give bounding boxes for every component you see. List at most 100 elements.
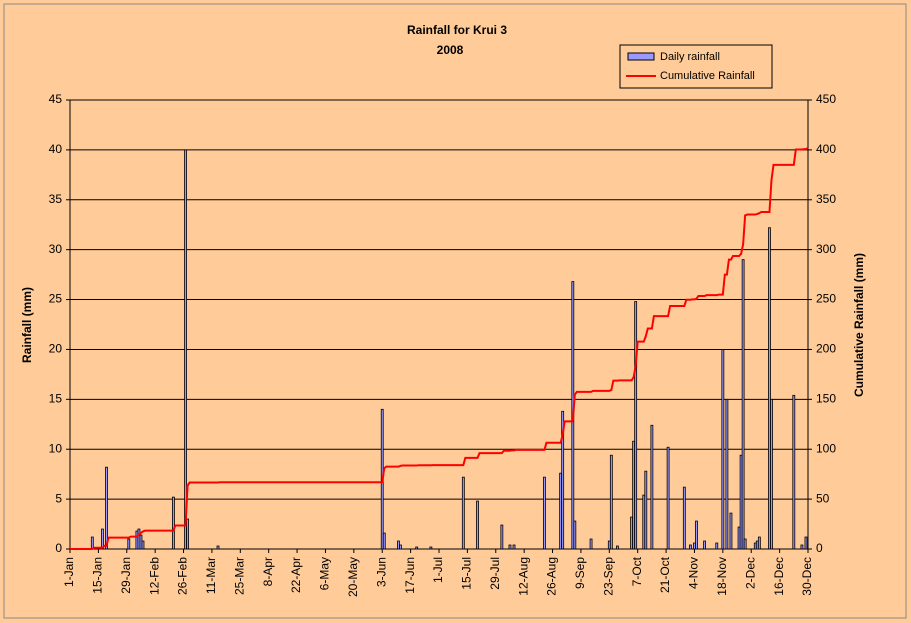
x-tick-label: 20-May (346, 557, 360, 597)
y2-tick-label: 400 (816, 142, 836, 156)
y-tick-label: 10 (49, 441, 63, 455)
y-tick-label: 30 (49, 242, 63, 256)
x-tick-label: 30-Dec (800, 557, 814, 596)
bar (729, 512, 733, 550)
bar (561, 410, 565, 550)
y-tick-label: 25 (49, 292, 63, 306)
y2-tick-label: 150 (816, 392, 836, 406)
bar (172, 496, 175, 550)
legend-label: Daily rainfall (660, 51, 720, 63)
y-tick-label: 35 (49, 192, 63, 206)
bar (695, 520, 698, 550)
bar (609, 454, 613, 550)
bar (573, 520, 577, 550)
y2-axis-label: Cumulative Rainfall (mm) (852, 253, 866, 397)
frame (3, 3, 907, 619)
bar (429, 546, 433, 550)
bar (90, 536, 94, 550)
bar (715, 542, 719, 550)
x-tick-label: 16-Dec (772, 557, 786, 596)
x-tick-label: 23-Sep (601, 557, 615, 596)
x-tick-label: 26-Feb (176, 557, 190, 595)
chart-title: Rainfall for Krui 3 (407, 23, 507, 37)
bar (792, 394, 796, 550)
bar (616, 545, 619, 550)
x-tick-label: 17-Jun (403, 557, 417, 594)
x-tick-label: 25-Mar (232, 557, 246, 595)
y-tick-label: 40 (49, 142, 63, 156)
bar (666, 446, 670, 550)
x-tick-label: 3-Jun (374, 557, 388, 587)
x-tick-label: 22-Apr (289, 557, 303, 593)
bar (399, 544, 402, 550)
bar (105, 466, 108, 550)
bar (743, 538, 747, 550)
bar (184, 149, 187, 550)
bar (741, 259, 745, 550)
bar (461, 476, 465, 550)
x-tick-label: 1-Jan (62, 557, 76, 587)
legend-swatch (627, 52, 655, 61)
legend-label: Cumulative Rainfall (660, 70, 755, 82)
bar (101, 528, 104, 550)
x-tick-label: 8-Apr (261, 557, 275, 586)
bar (634, 301, 638, 550)
bar (543, 476, 546, 550)
y2-tick-label: 100 (816, 441, 836, 455)
bar (804, 536, 808, 550)
bar (644, 470, 648, 550)
y-tick-label: 5 (55, 491, 62, 505)
bar (703, 540, 706, 550)
x-tick-label: 26-Aug (545, 557, 559, 596)
legend-box (619, 44, 773, 89)
bar (800, 544, 804, 550)
y-axis-label: Rainfall (mm) (20, 287, 34, 363)
chart-subtitle: 2008 (437, 43, 464, 57)
x-tick-label: 6-May (318, 557, 332, 590)
bar (512, 544, 516, 550)
y-tick-label: 20 (49, 342, 63, 356)
bar (589, 538, 593, 550)
y-tick-label: 45 (49, 92, 63, 106)
bar (186, 518, 189, 550)
x-tick-label: 29-Jan (119, 557, 133, 594)
bar (141, 540, 145, 550)
bar (721, 349, 725, 550)
bar (689, 544, 692, 550)
bar (725, 398, 729, 550)
y-tick-label: 15 (49, 392, 63, 406)
x-tick-label: 2-Dec (743, 557, 757, 589)
x-tick-label: 12-Aug (516, 557, 530, 596)
y2-tick-label: 200 (816, 342, 836, 356)
bar (476, 500, 479, 550)
bar (382, 532, 386, 550)
bar (500, 524, 504, 550)
y2-tick-label: 300 (816, 242, 836, 256)
bar (216, 545, 220, 550)
x-tick-label: 7-Oct (630, 556, 644, 586)
x-tick-label: 21-Oct (658, 556, 672, 593)
bar (508, 544, 512, 550)
bar (415, 546, 419, 550)
bar (127, 538, 131, 550)
bar (682, 486, 686, 550)
x-tick-label: 29-Jul (488, 557, 502, 590)
bar (757, 536, 761, 550)
y2-tick-label: 50 (816, 491, 830, 505)
x-tick-label: 18-Nov (715, 557, 729, 596)
bar (650, 424, 654, 550)
x-tick-label: 4-Nov (687, 557, 701, 589)
x-tick-label: 12-Feb (147, 557, 161, 595)
cumulative-line (70, 146, 809, 550)
y2-tick-label: 250 (816, 292, 836, 306)
x-tick-label: 15-Jan (91, 557, 105, 594)
x-tick-label: 1-Jul (431, 557, 445, 583)
y2-tick-label: 450 (816, 92, 836, 106)
y-tick-label: 0 (55, 541, 62, 555)
bar (770, 398, 773, 550)
y2-tick-label: 0 (816, 541, 823, 555)
x-tick-label: 15-Jul (460, 557, 474, 590)
x-tick-label: 9-Sep (573, 557, 587, 589)
